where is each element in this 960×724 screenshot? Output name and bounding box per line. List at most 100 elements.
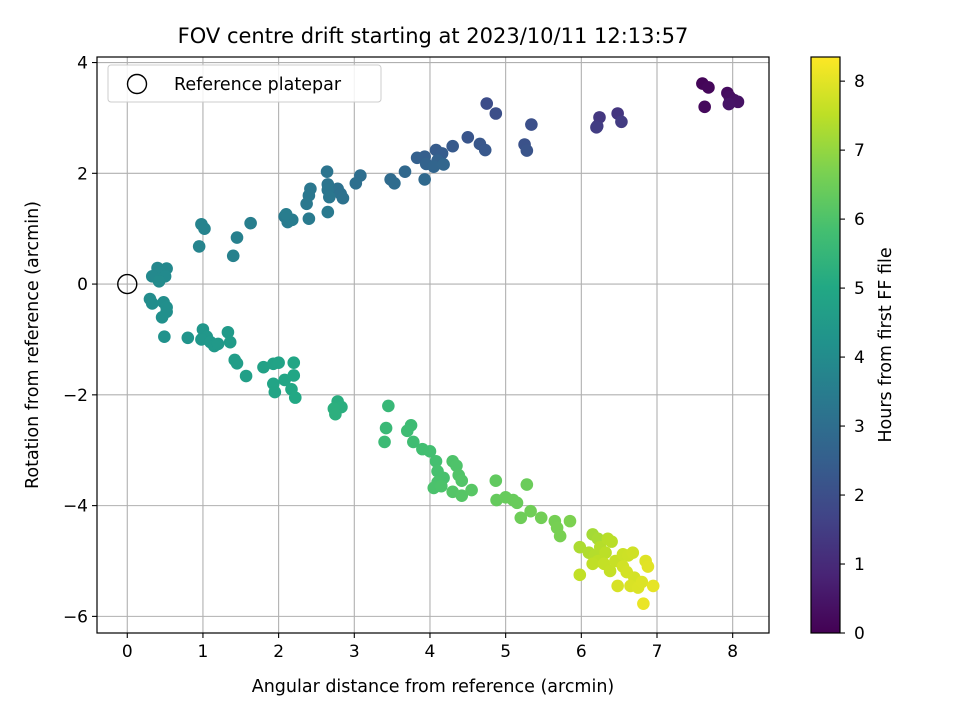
data-point [573,540,587,554]
data-point [145,297,159,310]
x-tick-label: 1 [198,642,209,662]
colorbar-gradient [810,56,841,634]
x-tick-label: 0 [122,642,133,662]
chart-title: FOV centre drift starting at 2023/10/11 … [178,24,689,48]
data-point [698,100,711,114]
colorbar: 0 1 2 3 4 5 6 7 8 Hours from first FF file [810,56,896,644]
data-point [223,335,237,349]
colorbar-tick-label: 7 [854,141,865,161]
data-point [427,160,441,173]
x-tick-label: 2 [273,642,284,662]
legend-marker-icon [126,73,148,95]
colorbar-label: Hours from first FF file [876,247,896,442]
data-point [611,579,624,593]
data-point [211,337,225,351]
data-point [524,504,537,518]
data-point [382,399,395,413]
data-point [378,435,391,449]
y-axis-ticks: −6 −4 −2 0 2 4 [63,54,97,627]
data-point [702,81,715,94]
data-point [461,131,475,144]
data-point [329,407,342,421]
data-point [722,97,736,111]
y-tick-label: −4 [63,497,88,517]
data-point [534,511,548,525]
data-point [626,546,640,559]
data-point [349,176,363,190]
data-point [230,231,244,244]
data-point [615,115,628,129]
data-point [586,557,599,571]
data-point [423,445,437,458]
data-point [288,391,302,404]
data-point [520,144,534,157]
data-point [226,249,240,263]
data-point [635,575,649,589]
data-point [272,356,285,370]
data-point [455,489,469,502]
y-tick-label: 4 [77,54,88,74]
data-point [450,459,463,473]
data-point [446,139,459,153]
data-point [525,118,538,131]
data-point [510,496,524,510]
y-tick-label: −6 [63,607,88,627]
data-point [336,191,350,205]
data-point [407,435,420,449]
data-point [257,360,270,374]
data-point [379,421,393,435]
data-point [321,205,335,219]
data-point [287,369,301,382]
data-point [465,483,478,497]
data-point [279,207,293,221]
y-axis-label: Rotation from reference (arcmin) [23,201,43,489]
data-point [646,579,660,593]
x-tick-label: 8 [727,642,738,662]
data-point [158,330,171,343]
data-point [563,514,577,528]
data-point [287,356,301,370]
data-point [435,479,448,493]
data-point [489,107,503,120]
data-point [605,535,618,548]
y-tick-label: 0 [77,275,88,295]
data-point [398,165,412,178]
x-tick-label: 7 [652,642,663,662]
data-point [388,176,401,190]
data-point [437,158,450,171]
colorbar-tick-label: 1 [854,555,865,575]
x-tick-label: 3 [349,642,360,662]
x-tick-label: 4 [425,642,436,662]
legend: Reference platepar [107,64,382,103]
axes-frame [96,56,770,634]
data-point [520,478,534,491]
colorbar-tick-label: 3 [854,417,865,437]
data-point [198,222,211,235]
data-point [573,568,587,582]
data-point [181,331,195,345]
colorbar-tick-label: 5 [854,279,865,299]
colorbar-ticks: 0 1 2 3 4 5 6 7 8 [840,72,865,644]
data-point [244,216,257,230]
legend-box [107,64,382,103]
x-axis-label: Angular distance from reference (arcmin) [252,677,615,697]
data-point [489,474,503,487]
data-point [302,212,316,226]
data-point [641,560,655,573]
data-point [514,511,528,525]
data-point [603,564,617,578]
data-point [590,121,603,134]
y-tick-label: 2 [77,164,88,184]
colorbar-tick-label: 6 [854,210,865,230]
colorbar-tick-label: 4 [854,348,865,368]
data-point [553,529,567,543]
data-point [300,197,313,211]
colorbar-tick-label: 8 [854,72,865,92]
data-point [637,597,650,610]
data-point [410,151,424,165]
data-point [455,474,469,487]
legend-entry-reference-platepar: Reference platepar [174,75,342,95]
data-point [320,165,334,178]
